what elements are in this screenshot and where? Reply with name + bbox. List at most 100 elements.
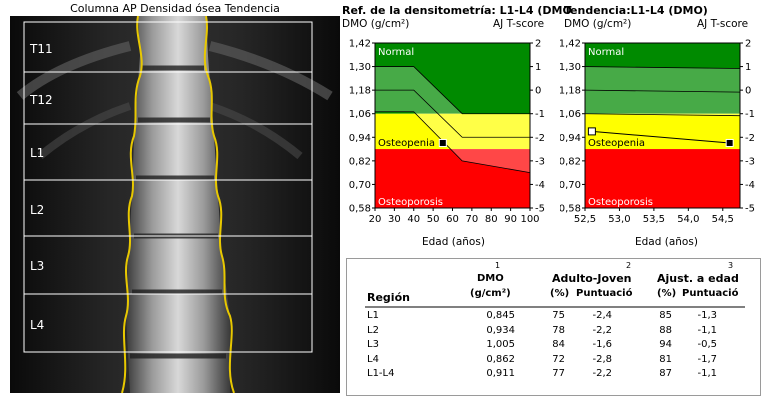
table-cell-yp: 72 [552, 353, 565, 365]
table-cell-dmo: 0,862 [486, 353, 515, 365]
y-tick-label: 1,18 [560, 86, 581, 97]
scan-title: Columna AP Densidad ósea Tendencia [70, 2, 280, 15]
spine-scan-svg [10, 15, 340, 394]
normal-zone [375, 43, 530, 114]
rib-shape [16, 41, 132, 100]
plot-frame [584, 42, 741, 209]
y-tick-label: 1,42 [560, 39, 581, 50]
table-cell-ap: 88 [659, 324, 672, 336]
zone-label-normal: Normal [378, 47, 414, 58]
data-point-core [727, 140, 732, 145]
right-contour [203, 15, 235, 394]
rib-shape [37, 102, 132, 160]
y-tick-label: 1,06 [349, 109, 371, 120]
header-dmo-unit: (g/cm²) [470, 288, 511, 299]
y2-tick-label: -3 [745, 156, 755, 167]
osteoporosis-zone [585, 149, 740, 208]
data-point-core [440, 140, 445, 145]
zone-label-osteopenia: Osteopenia [588, 138, 645, 149]
y2-tick-label: 0 [745, 86, 751, 97]
chart-left-xlabel: Edad (años) [422, 236, 485, 248]
x-tick-label: 54,5 [712, 214, 734, 225]
y2-tick-label: -3 [535, 156, 545, 167]
y2-tick-label: 2 [535, 39, 541, 50]
y-tick-label: 0,70 [349, 180, 371, 191]
y-tick-label: 0,70 [560, 180, 581, 191]
col-number-2: 2 [626, 261, 632, 270]
reference-band [375, 66, 530, 173]
vertebra-label-l3: L3 [30, 259, 45, 273]
x-tick-label: 20 [369, 214, 382, 225]
table-cell-dmo: 0,911 [486, 368, 515, 379]
table-cell-region: L1-L4 [367, 368, 395, 379]
header-ajust-edad: Ajust. a edad [657, 272, 739, 285]
reference-line-mean [375, 89, 530, 138]
header-age-pct: (%) [657, 288, 677, 299]
results-table: 1 2 3 DMO Adulto-Joven Ajust. a edad Reg… [346, 258, 761, 396]
vertebra-label-l2: L2 [30, 203, 45, 217]
table-cell-ap: 85 [659, 310, 672, 321]
col-number-1: 1 [495, 261, 501, 270]
reference-band-group [585, 66, 740, 117]
zone-label-normal: Normal [588, 47, 624, 58]
chart-left-title: Ref. de la densitometría: L1-L4 (DMO [342, 4, 572, 17]
table-cell-as: -1,7 [697, 353, 717, 365]
table-cell-as: -0,5 [697, 339, 717, 350]
y2-tick-label: -2 [535, 133, 545, 144]
x-tick-label: 53,0 [608, 214, 630, 225]
spine-scan-image [10, 15, 340, 394]
x-tick-label: 80 [485, 214, 498, 225]
table-cell-region: L1 [367, 310, 379, 321]
table-cell-ap: 81 [659, 353, 672, 365]
osteoporosis-zone [375, 149, 530, 208]
table-cell-yp: 78 [552, 324, 565, 336]
table-cell-yp: 75 [552, 310, 565, 321]
y2-tick-label: 0 [535, 86, 541, 97]
table-cell-as: -1,1 [697, 324, 717, 336]
y-tick-label: 1,30 [560, 62, 581, 73]
vertebra-label-t12: T12 [30, 93, 53, 107]
header-adulto-joven: Adulto-Joven [552, 272, 632, 285]
table-cell-as: -1,1 [697, 368, 717, 379]
table-cell-ys: -2,2 [592, 324, 612, 336]
table-cell-dmo: 0,934 [486, 324, 515, 336]
y-tick-label: 0,58 [349, 204, 371, 215]
table-cell-ys: -2,4 [592, 310, 612, 321]
header-dmo: DMO [477, 273, 504, 284]
header-young-pct: (%) [550, 288, 570, 299]
x-tick-label: 90 [504, 214, 517, 225]
rib-shape [208, 41, 333, 101]
table-cell-ap: 87 [659, 368, 672, 379]
y-tick-label: 0,82 [560, 156, 581, 167]
vertebra-label-t11: T11 [30, 42, 53, 56]
x-tick-label: 60 [446, 214, 459, 225]
x-tick-label: 52,5 [574, 214, 596, 225]
table-cell-dmo: 0,845 [486, 310, 515, 321]
chart-left-y2label: AJ T-score [493, 18, 545, 30]
normal-zone [585, 43, 740, 114]
header-young-score: Puntuació [576, 288, 633, 299]
chart-left-ylabel: DMO (g/cm²) [342, 18, 410, 30]
chart-right-ylabel: DMO (g/cm²) [564, 18, 632, 30]
y-tick-label: 0,58 [560, 204, 581, 215]
x-tick-label: 40 [407, 214, 420, 225]
reference-line-plus1sd [375, 66, 530, 115]
table-cell-ys: -2,8 [592, 353, 612, 365]
reference-line-minus1sd [585, 113, 740, 117]
y-tick-label: 0,94 [560, 133, 581, 144]
table-cell-dmo: 1,005 [486, 339, 515, 350]
table-cell-yp: 77 [552, 368, 565, 379]
y2-tick-label: 1 [535, 62, 541, 73]
table-cell-region: L4 [367, 353, 379, 365]
table-cell-ap: 94 [659, 339, 672, 350]
x-tick-label: 70 [466, 214, 479, 225]
left-contour [121, 15, 143, 394]
trend-line [591, 130, 730, 144]
col-number-3: 3 [728, 261, 734, 270]
y2-tick-label: 2 [745, 39, 751, 50]
y2-tick-label: 1 [745, 62, 751, 73]
x-tick-label: 50 [427, 214, 440, 225]
y-tick-label: 1,18 [349, 86, 371, 97]
table-rule [365, 306, 745, 308]
vertebra-label-l4: L4 [30, 318, 45, 332]
